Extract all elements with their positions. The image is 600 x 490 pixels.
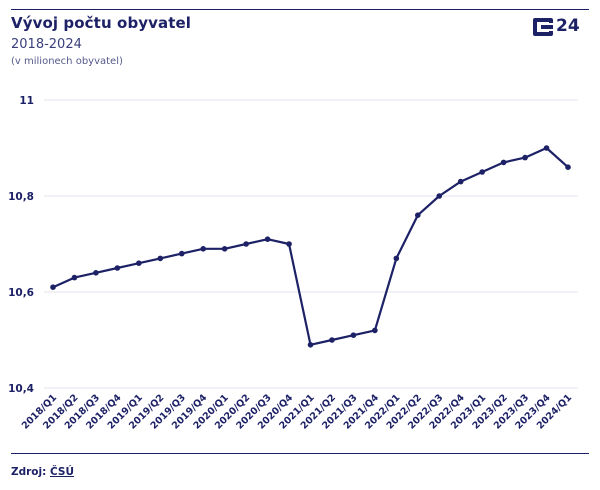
bottom-rule	[11, 453, 589, 454]
data-point	[372, 327, 378, 334]
data-point	[565, 164, 571, 170]
y-tick-label: 10,8	[8, 191, 34, 203]
data-point	[414, 212, 421, 218]
data-point	[307, 342, 314, 348]
chart-unit-note: (v milionech obyvatel)	[11, 56, 123, 67]
data-point	[50, 284, 56, 291]
data-point	[350, 332, 357, 339]
chart-title: Vývoj počtu obyvatel	[11, 14, 192, 32]
data-point	[114, 265, 121, 271]
series-line	[52, 146, 569, 346]
y-tick-label: 10,4	[8, 383, 34, 395]
ct24-logo: 24	[532, 16, 588, 38]
y-tick-label: 10,6	[8, 287, 34, 299]
data-point	[500, 159, 507, 166]
data-point	[200, 246, 207, 252]
data-point	[243, 241, 249, 247]
data-point	[479, 169, 485, 175]
chart-subtitle: 2018-2024	[11, 37, 82, 52]
data-point	[93, 270, 99, 276]
data-point	[264, 236, 271, 242]
top-rule	[11, 9, 589, 10]
line-chart: 10,410,610,8112018/Q12018/Q22018/Q32018/…	[8, 95, 578, 432]
y-tick-label: 11	[19, 95, 34, 107]
data-point	[136, 260, 142, 267]
data-point	[221, 246, 228, 252]
data-point	[393, 255, 400, 262]
data-point	[543, 145, 550, 151]
data-point	[178, 250, 185, 257]
data-point	[522, 154, 528, 161]
data-point	[457, 178, 464, 185]
ct-logo-icon	[533, 18, 553, 36]
logo-number: 24	[556, 16, 580, 36]
source-link[interactable]: ČSÚ	[49, 466, 74, 478]
source-label: Zdroj:	[11, 466, 47, 478]
data-point	[329, 337, 335, 343]
source-line: Zdroj: ČSÚ	[11, 466, 74, 478]
data-point	[71, 274, 78, 281]
data-point	[436, 193, 443, 199]
data-point	[157, 255, 164, 262]
data-point	[286, 241, 292, 247]
